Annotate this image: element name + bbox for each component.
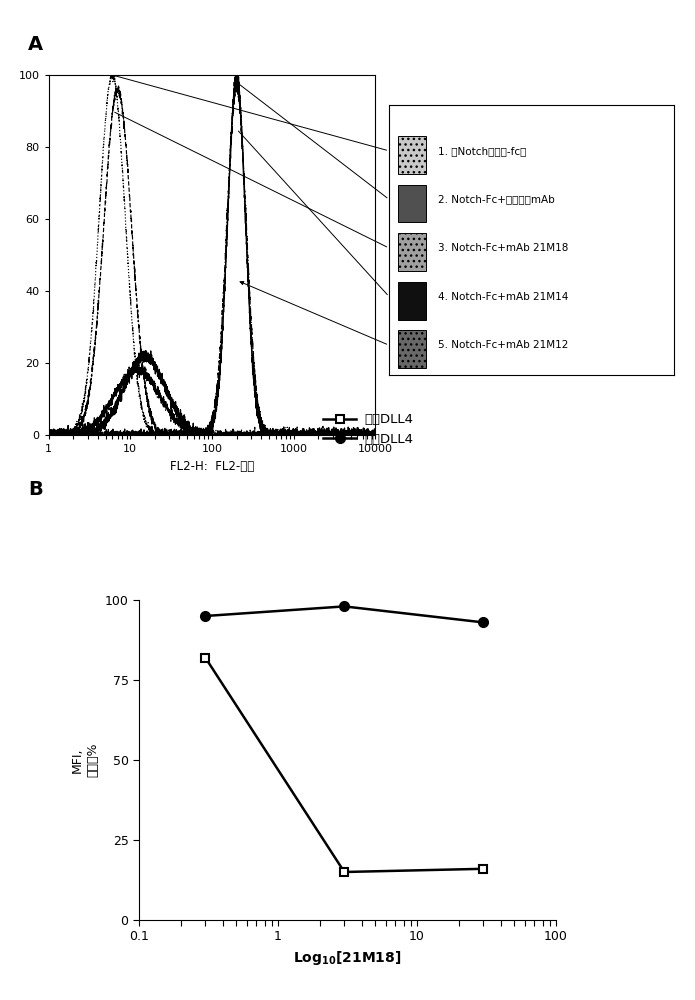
Text: 5. Notch-Fc+mAb 21M12: 5. Notch-Fc+mAb 21M12 bbox=[438, 340, 568, 350]
Text: 2. Notch-Fc+阴性对照mAb: 2. Notch-Fc+阴性对照mAb bbox=[438, 194, 555, 205]
X-axis label: $\mathbf{Log_{10}[21M18]}$: $\mathbf{Log_{10}[21M18]}$ bbox=[293, 949, 402, 967]
Bar bbox=[398, 233, 426, 271]
Text: 1. 无Notch（对照-fc）: 1. 无Notch（对照-fc） bbox=[438, 146, 526, 156]
Text: 4. Notch-Fc+mAb 21M14: 4. Notch-Fc+mAb 21M14 bbox=[438, 292, 568, 302]
Bar bbox=[398, 330, 426, 368]
Text: 3. Notch-Fc+mAb 21M18: 3. Notch-Fc+mAb 21M18 bbox=[438, 243, 568, 253]
Bar bbox=[398, 282, 426, 320]
Text: B: B bbox=[28, 480, 42, 499]
Text: A: A bbox=[28, 35, 43, 54]
Bar bbox=[398, 136, 426, 174]
Bar bbox=[398, 185, 426, 222]
Y-axis label: MFI,
对照的%: MFI, 对照的% bbox=[71, 743, 99, 777]
Legend: 人类DLL4, 鼠类DLL4: 人类DLL4, 鼠类DLL4 bbox=[318, 408, 418, 451]
X-axis label: FL2-H:  FL2-高度: FL2-H: FL2-高度 bbox=[170, 460, 254, 473]
